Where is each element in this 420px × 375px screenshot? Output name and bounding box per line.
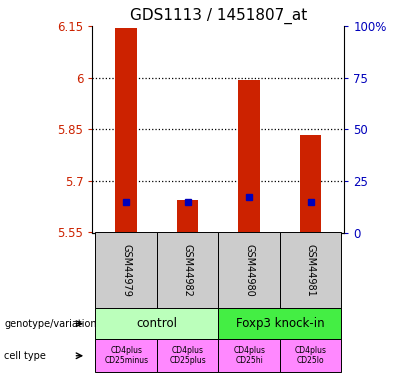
Text: GSM44982: GSM44982: [183, 244, 193, 297]
Bar: [280, 232, 341, 308]
Text: genotype/variation: genotype/variation: [4, 319, 97, 329]
Text: GSM44980: GSM44980: [244, 244, 254, 297]
Text: CD4plus
CD25hi: CD4plus CD25hi: [233, 346, 265, 366]
Bar: [157, 232, 218, 308]
Bar: [177, 200, 198, 232]
Bar: [218, 308, 341, 339]
Text: control: control: [136, 317, 177, 330]
Text: CD4plus
CD25plus: CD4plus CD25plus: [169, 346, 206, 366]
Text: GSM44979: GSM44979: [121, 244, 131, 297]
Bar: [95, 339, 157, 372]
Text: CD4plus
CD25minus: CD4plus CD25minus: [104, 346, 148, 366]
Bar: [218, 232, 280, 308]
Text: GSM44981: GSM44981: [306, 244, 315, 297]
Bar: [239, 80, 260, 232]
Bar: [300, 135, 321, 232]
Bar: [95, 232, 157, 308]
Title: GDS1113 / 1451807_at: GDS1113 / 1451807_at: [130, 7, 307, 24]
Text: cell type: cell type: [4, 351, 46, 361]
Text: CD4plus
CD25lo: CD4plus CD25lo: [294, 346, 327, 366]
Bar: [218, 339, 280, 372]
Bar: [157, 339, 218, 372]
Bar: [116, 28, 137, 233]
Bar: [95, 308, 218, 339]
Text: Foxp3 knock-in: Foxp3 knock-in: [236, 317, 324, 330]
Bar: [280, 339, 341, 372]
